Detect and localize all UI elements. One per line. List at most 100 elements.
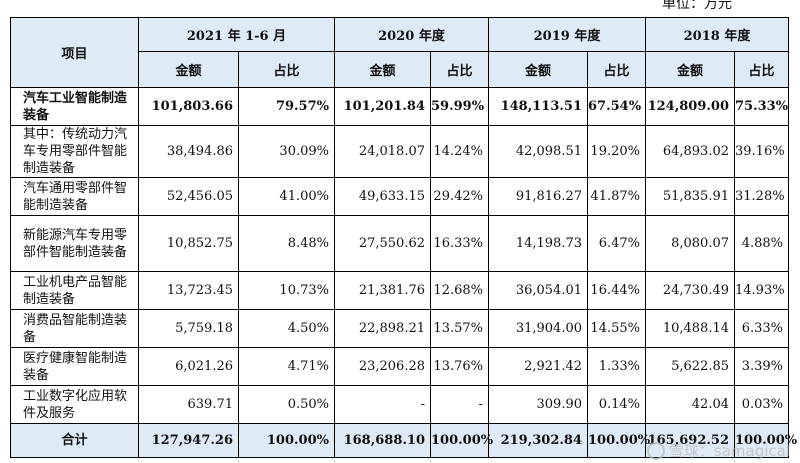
amount-cell: 168,688.10 xyxy=(334,423,431,458)
amount-cell: 127,947.26 xyxy=(138,423,239,458)
ratio-cell: 75.33% xyxy=(734,87,789,126)
header-period-2018: 2018 年度 xyxy=(645,17,789,52)
amount-cell: 219,302.84 xyxy=(488,423,588,458)
revenue-table: 项目 2021 年 1-6 月 2020 年度 2019 年度 2018 年度 … xyxy=(10,17,797,458)
amount-cell: 8,080.07 xyxy=(645,215,735,272)
table-row: 汽车工业智能制造装备 101,803.66 79.57% 101,201.84 59.9… xyxy=(10,87,789,126)
ratio-cell: 0.03% xyxy=(734,385,789,424)
total-row: 合计 127,947.26 100.00% 168,688.10 100.00% 219,… xyxy=(10,423,797,458)
ratio-cell: 0.50% xyxy=(238,385,335,424)
ratio-cell: 13.76% xyxy=(430,347,489,386)
amount-cell: 639.71 xyxy=(138,385,239,424)
amount-cell: 2,921.42 xyxy=(488,347,588,386)
amount-cell: 21,381.76 xyxy=(334,271,431,310)
ratio-cell: 14.24% xyxy=(430,125,489,178)
ratio-cell: 100.00% xyxy=(734,423,797,458)
ratio-cell: 39.16% xyxy=(734,125,789,178)
row-label: 工业数字化应用软件及服务 xyxy=(10,385,139,424)
table-row: 其中：传统动力汽车专用零部件智能制造装备 38,494.86 30.09% 24,01… xyxy=(10,125,789,178)
amount-cell: 42,098.51 xyxy=(488,125,588,178)
amount-cell: 51,835.91 xyxy=(645,177,735,216)
header-ratio: 占比 xyxy=(587,51,646,88)
header-amount: 金额 xyxy=(138,51,239,88)
header-amount: 金额 xyxy=(334,51,431,88)
ratio-cell: 41.87% xyxy=(587,177,646,216)
amount-cell: 91,816.27 xyxy=(488,177,588,216)
amount-cell: 10,488.14 xyxy=(645,309,735,348)
amount-cell: 124,809.00 xyxy=(645,87,735,126)
ratio-cell: 1.33% xyxy=(587,347,646,386)
row-label: 合计 xyxy=(10,423,139,458)
amount-cell: 10,852.75 xyxy=(138,215,239,272)
amount-cell: 5,622.85 xyxy=(645,347,735,386)
amount-cell: 27,550.62 xyxy=(334,215,431,272)
ratio-cell: 100.00% xyxy=(430,423,493,458)
header-ratio: 占比 xyxy=(734,51,789,88)
amount-cell: 14,198.73 xyxy=(488,215,588,272)
snowball-logo-icon xyxy=(646,441,665,460)
amount-cell: 31,904.00 xyxy=(488,309,588,348)
header-period-2021h1: 2021 年 1-6 月 xyxy=(138,17,335,52)
ratio-cell: 67.54% xyxy=(587,87,646,126)
ratio-cell: 14.55% xyxy=(587,309,646,348)
ratio-cell: 14.93% xyxy=(734,271,789,310)
ratio-cell: 4.88% xyxy=(734,215,789,272)
amount-cell: 22,898.21 xyxy=(334,309,431,348)
amount-cell: 52,456.05 xyxy=(138,177,239,216)
amount-cell: 23,206.28 xyxy=(334,347,431,386)
amount-cell: 38,494.86 xyxy=(138,125,239,178)
watermark-text: 雪球：samagical xyxy=(668,442,790,460)
header-item: 项目 xyxy=(10,17,139,88)
amount-cell: 13,723.45 xyxy=(138,271,239,310)
ratio-cell: 19.20% xyxy=(587,125,646,178)
ratio-cell: 8.48% xyxy=(238,215,335,272)
ratio-cell: 16.33% xyxy=(430,215,489,272)
row-label: 新能源汽车专用零部件智能制造装备 xyxy=(10,215,139,272)
ratio-cell: - xyxy=(430,385,489,424)
ratio-cell: 13.57% xyxy=(430,309,489,348)
amount-cell: 24,730.49 xyxy=(645,271,735,310)
amount-cell: 309.90 xyxy=(488,385,588,424)
table-row: 消费品智能制造装备 5,759.18 4.50% 22,898.21 13.57% 31,… xyxy=(10,309,789,348)
ratio-cell: 41.00% xyxy=(238,177,335,216)
amount-cell: 148,113.51 xyxy=(488,87,588,126)
ratio-cell: 31.28% xyxy=(734,177,789,216)
row-label: 消费品智能制造装备 xyxy=(10,309,139,348)
ratio-cell: 4.71% xyxy=(238,347,335,386)
header-ratio: 占比 xyxy=(238,51,335,88)
row-label: 医疗健康智能制造装备 xyxy=(10,347,139,386)
amount-cell: 64,893.02 xyxy=(645,125,735,178)
amount-cell: 5,759.18 xyxy=(138,309,239,348)
ratio-cell: 3.39% xyxy=(734,347,789,386)
row-label: 汽车通用零部件智能制造装备 xyxy=(10,177,139,216)
table-row: 工业数字化应用软件及服务 639.71 0.50% - -309.90 0.14% 42.0… xyxy=(10,385,789,424)
unit-label: 单位：万元 xyxy=(662,0,732,12)
ratio-cell: 10.73% xyxy=(238,271,335,310)
ratio-cell: 59.99% xyxy=(430,87,489,126)
amount-cell: - xyxy=(334,385,431,424)
ratio-cell: 6.47% xyxy=(587,215,646,272)
header-amount: 金额 xyxy=(488,51,588,88)
amount-cell: 101,201.84 xyxy=(334,87,431,126)
table-row: 新能源汽车专用零部件智能制造装备 10,852.75 8.48% 27,550.62 1… xyxy=(10,215,789,272)
ratio-cell: 30.09% xyxy=(238,125,335,178)
amount-cell: 24,018.07 xyxy=(334,125,431,178)
table-row: 工业机电产品智能制造装备 13,723.45 10.73% 21,381.76 12.6… xyxy=(10,271,789,310)
amount-cell: 101,803.66 xyxy=(138,87,239,126)
ratio-cell: 29.42% xyxy=(430,177,489,216)
table-body: 汽车工业智能制造装备 101,803.66 79.57% 101,201.84 59.9… xyxy=(10,87,797,458)
amount-cell: 6,021.26 xyxy=(138,347,239,386)
row-label: 汽车工业智能制造装备 xyxy=(10,87,139,126)
ratio-cell: 0.14% xyxy=(587,385,646,424)
row-label: 工业机电产品智能制造装备 xyxy=(10,271,139,310)
ratio-cell: 6.33% xyxy=(734,309,789,348)
header-ratio: 占比 xyxy=(430,51,489,88)
ratio-cell: 12.68% xyxy=(430,271,489,310)
table-row: 汽车通用零部件智能制造装备 52,456.05 41.00% 49,633.15 29.… xyxy=(10,177,789,216)
watermark: 雪球：samagical xyxy=(646,440,790,461)
row-label: 其中：传统动力汽车专用零部件智能制造装备 xyxy=(10,125,139,178)
header-amount: 金额 xyxy=(645,51,735,88)
ratio-cell: 100.00% xyxy=(238,423,335,458)
table-row: 医疗健康智能制造装备 6,021.26 4.71% 23,206.28 13.76% 2,… xyxy=(10,347,789,386)
ratio-cell: 4.50% xyxy=(238,309,335,348)
